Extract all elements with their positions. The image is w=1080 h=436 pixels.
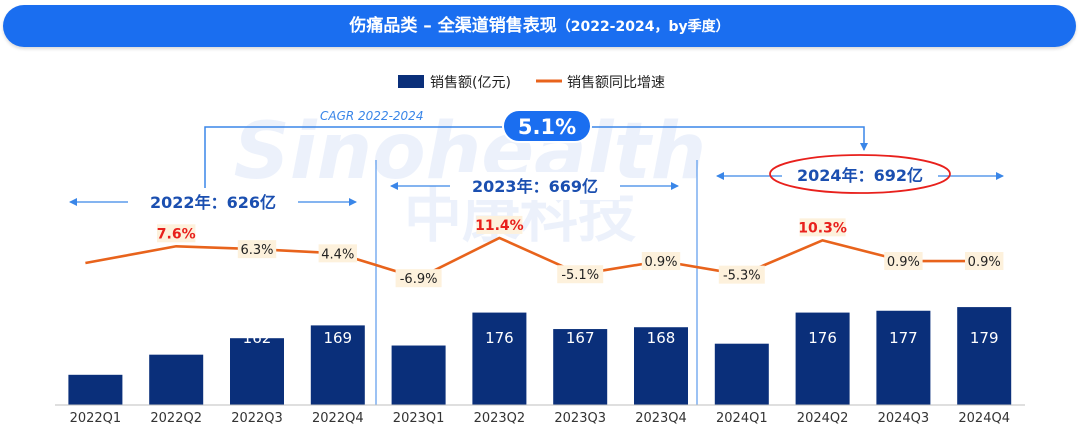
bars: 142 153 162 169 158 176 167 168 159 176 177 179	[68, 307, 1012, 405]
bar-2022Q3	[230, 338, 284, 405]
x-tick-2022Q2: 2022Q2	[150, 411, 202, 426]
bar-2022Q4	[310, 325, 365, 405]
growth-label-2024Q4: 0.9%	[968, 255, 1001, 270]
bar-value-2022Q4: 169	[323, 329, 352, 347]
chart-title-subtitle: （2022-2024，by季度）	[556, 19, 730, 35]
legend-bar-label: 销售额(亿元)	[430, 75, 511, 91]
bar-value-2024Q4: 179	[970, 329, 999, 347]
growth-label-bg-2023Q1	[395, 269, 442, 288]
growth-label-bg-2024Q3	[884, 252, 923, 271]
bar-2022Q1	[68, 374, 123, 405]
x-tick-2023Q1: 2023Q1	[393, 411, 445, 426]
growth-label-2023Q4: 0.9%	[644, 255, 677, 270]
bar-2024Q4	[957, 307, 1012, 405]
bar-2023Q3	[553, 329, 608, 405]
x-tick-2023Q2: 2023Q2	[474, 411, 526, 426]
growth-label-2024Q3: 0.9%	[887, 255, 920, 270]
x-tick-2022Q1: 2022Q1	[70, 411, 122, 426]
x-tick-2023Q4: 2023Q4	[635, 411, 687, 426]
cagr-label: CAGR 2022-2024	[320, 109, 423, 123]
growth-label-bg-2024Q2	[799, 218, 846, 237]
growth-label-2022Q4: 4.4%	[321, 247, 354, 262]
cagr-bracket-right	[591, 126, 868, 151]
chart-title: 伤痛品类 – 全渠道销售表现（2022-2024，by季度）	[3, 5, 1076, 47]
annual-total-2022: 2022年：626亿	[69, 188, 357, 216]
cagr-pill	[502, 109, 592, 143]
x-axis-labels: 2022Q1 2022Q2 2022Q3 2022Q4 2023Q1 2023Q2 2023…	[70, 411, 1010, 426]
growth-label-bg-2022Q2	[157, 224, 196, 243]
growth-label-bg-2024Q4	[965, 252, 1004, 271]
growth-labels: 7.6% 6.3% 4.4% -6.9% 11.4% -5.1% 0.9% -5.3% 10.3…	[157, 215, 1004, 288]
growth-label-bg-2024Q1	[718, 265, 765, 284]
legend-line-label: 销售额同比增速	[567, 75, 665, 91]
x-tick-2024Q3: 2024Q3	[878, 411, 930, 426]
x-tick-2024Q1: 2024Q1	[716, 411, 768, 426]
bar-value-2022Q2: 153	[162, 329, 191, 347]
bar-2022Q2	[149, 354, 204, 405]
bar-2023Q1	[391, 345, 446, 405]
x-tick-2024Q2: 2024Q2	[797, 411, 849, 426]
bar-value-2024Q3: 177	[889, 329, 918, 347]
annual-label-2023: 2023年：669亿	[472, 177, 598, 196]
bar-2023Q4	[634, 327, 688, 405]
bar-value-2023Q4: 168	[647, 329, 676, 347]
bar-2024Q1	[714, 343, 769, 405]
growth-label-bg-2023Q4	[641, 252, 681, 271]
growth-label-2024Q1: -5.3%	[723, 269, 761, 284]
growth-label-2024Q2: 10.3%	[798, 220, 847, 236]
x-tick-2022Q4: 2022Q4	[312, 411, 364, 426]
x-tick-2022Q3: 2022Q3	[231, 411, 283, 426]
growth-label-bg-2022Q3	[237, 240, 277, 259]
bar-2023Q2	[472, 312, 527, 405]
growth-label-2022Q3: 6.3%	[240, 243, 273, 258]
bar-2024Q3	[876, 310, 931, 405]
growth-label-2023Q1: -6.9%	[400, 272, 438, 287]
growth-label-2022Q2: 7.6%	[157, 226, 196, 242]
growth-label-2023Q3: -5.1%	[561, 268, 599, 283]
annual-circle-2024	[769, 154, 951, 194]
growth-label-bg-2023Q3	[557, 265, 604, 284]
legend-bar-swatch	[398, 75, 424, 88]
x-tick-2024Q4: 2024Q4	[958, 411, 1010, 426]
bar-value-2024Q1: 159	[727, 329, 756, 347]
cagr-bracket-left	[204, 126, 503, 192]
cagr-value: 5.1%	[518, 115, 576, 139]
bar-value-2022Q3: 162	[243, 329, 272, 347]
growth-label-2023Q2: 11.4%	[475, 218, 524, 234]
title-bar: 伤痛品类 – 全渠道销售表现（2022-2024，by季度）	[3, 5, 1076, 47]
annual-label-bg-2022	[128, 188, 298, 216]
annual-label-bg-2023	[450, 172, 620, 200]
bar-value-2023Q2: 176	[485, 329, 514, 347]
annual-label-bg-2024	[782, 162, 938, 190]
x-tick-2023Q3: 2023Q3	[554, 411, 606, 426]
bar-value-2023Q1: 158	[404, 329, 433, 347]
bar-value-2022Q1: 142	[81, 329, 110, 347]
bar-value-2024Q2: 176	[808, 329, 837, 347]
growth-label-bg-2022Q4	[318, 244, 357, 263]
bar-value-2023Q3: 167	[566, 329, 595, 347]
annual-total-2024: 2024年：692亿	[716, 154, 1004, 194]
annual-label-2024: 2024年：692亿	[797, 166, 923, 185]
annual-label-2022: 2022年：626亿	[150, 193, 276, 212]
cagr-annotation: CAGR 2022-2024 5.1%	[204, 109, 868, 192]
growth-label-bg-2023Q2	[476, 215, 523, 234]
legend: 销售额(亿元) 销售额同比增速	[398, 75, 665, 91]
chart-title-main: 伤痛品类 – 全渠道销售表现	[349, 16, 557, 36]
bar-2024Q2	[795, 312, 850, 405]
annual-total-2023: 2023年：669亿	[390, 172, 679, 200]
